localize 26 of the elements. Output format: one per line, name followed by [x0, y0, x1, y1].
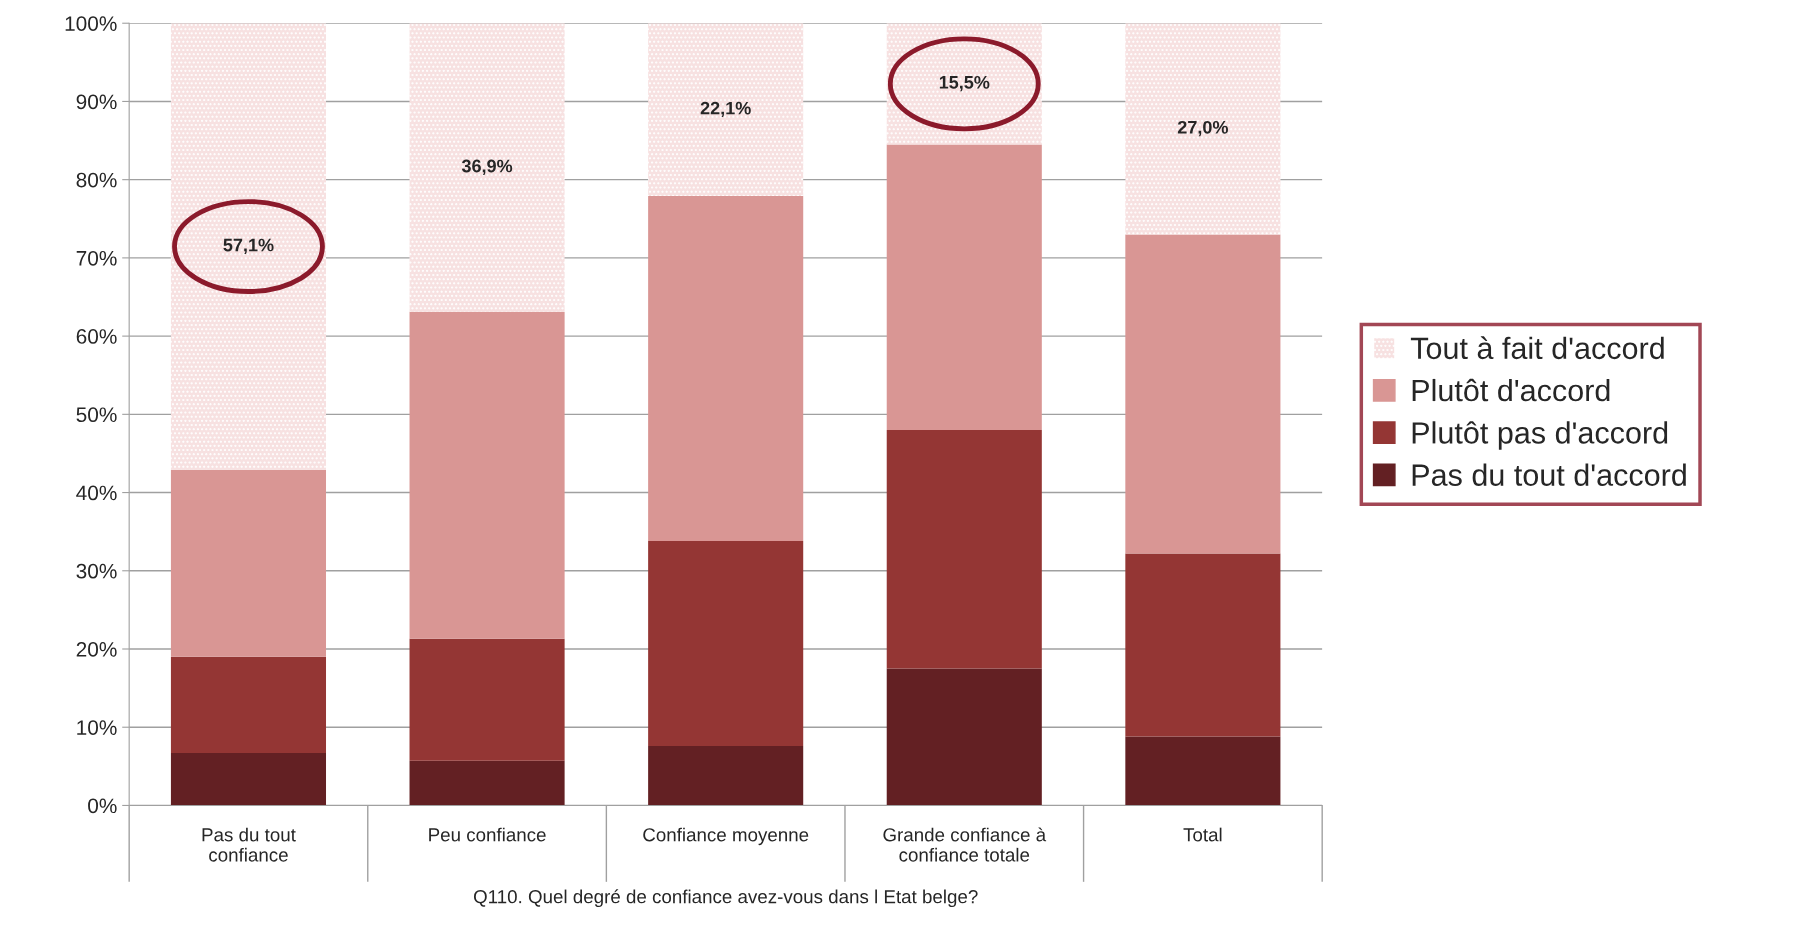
- y-tick-label: 40%: [76, 485, 117, 501]
- x-axis-title: Q110. Quel degré de confiance avez-vous dans l Etat belge?: [473, 889, 978, 908]
- y-tick-label: 60%: [76, 329, 117, 344]
- legend-label: Plutôt pas d'accord: [1412, 421, 1668, 450]
- x-tick-label: Peu confiance: [429, 827, 546, 842]
- data-label: 36,9%: [461, 159, 513, 176]
- data-label: 27,0%: [1177, 120, 1228, 137]
- x-tick-label: Grande confiance à confiance totale: [883, 827, 1047, 862]
- legend-label: Pas du tout d'accord: [1412, 463, 1686, 486]
- y-tick-label: 0%: [88, 798, 117, 814]
- x-tick-label: Confiance moyenne: [643, 827, 809, 846]
- x-tick-label: Pas du tout confiance: [202, 827, 296, 862]
- legend-label: Tout à fait d'accord: [1410, 336, 1664, 360]
- y-tick-label: 50%: [76, 407, 117, 423]
- data-label: 57,1%: [223, 238, 274, 255]
- y-tick-label: 70%: [76, 250, 117, 266]
- legend-label: Plutôt d'accord: [1412, 378, 1610, 402]
- y-tick-label: 100%: [65, 16, 117, 31]
- data-label: 22,1%: [700, 101, 751, 118]
- data-label: 15,5%: [939, 75, 990, 92]
- y-tick-label: 80%: [76, 172, 117, 188]
- x-tick-label: Total: [1183, 827, 1222, 842]
- y-tick-label: 20%: [76, 642, 117, 657]
- y-tick-label: 10%: [77, 720, 117, 735]
- y-tick-label: 90%: [76, 94, 117, 110]
- y-tick-label: 30%: [76, 563, 117, 579]
